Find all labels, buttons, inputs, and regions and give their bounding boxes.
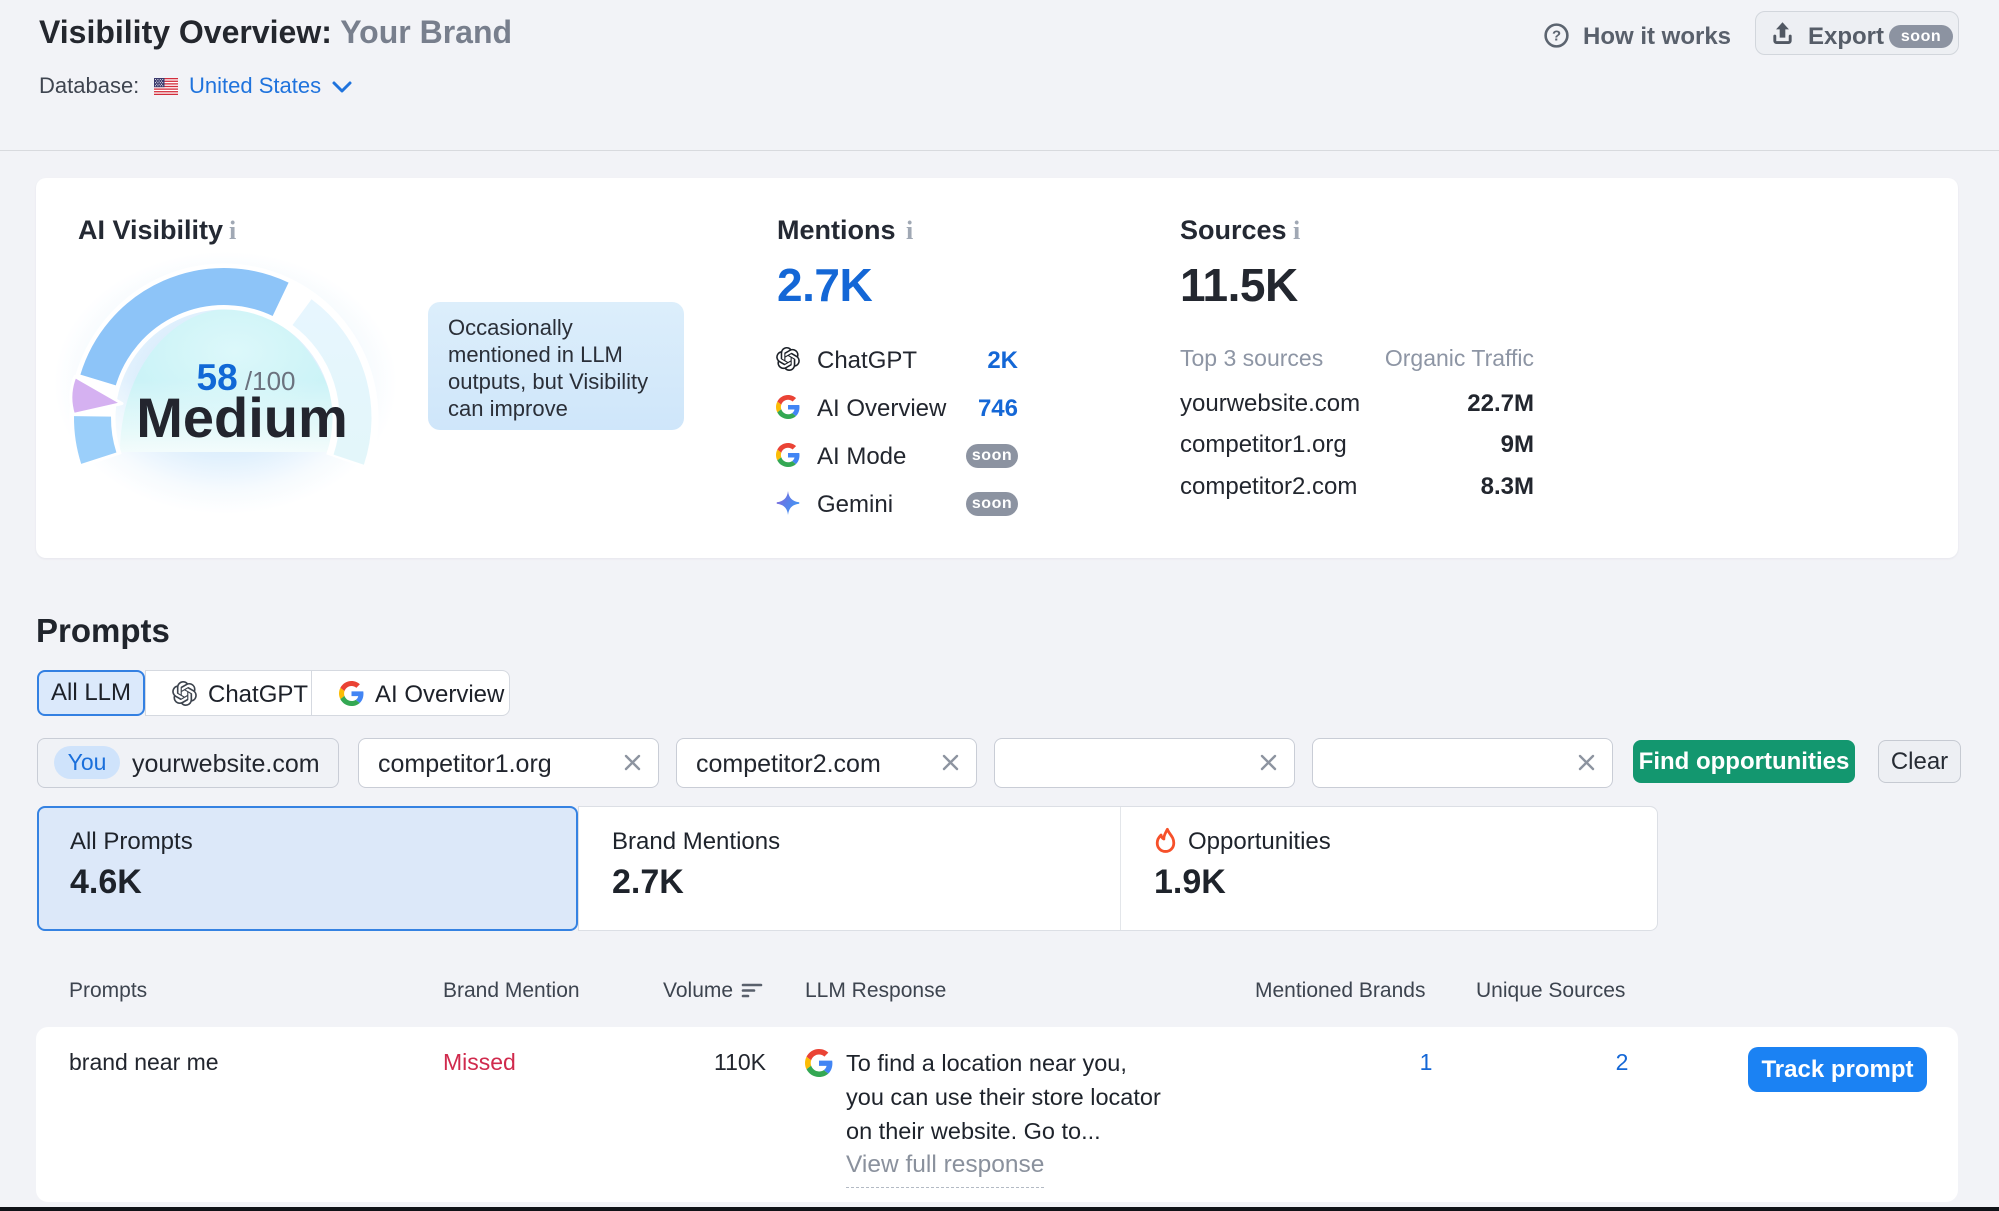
svg-text:?: ? [1552, 29, 1561, 45]
